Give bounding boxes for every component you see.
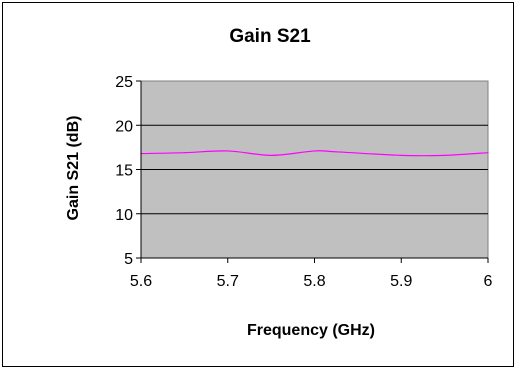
gridlines [141, 124, 488, 215]
y-tick-label: 15 [115, 163, 133, 180]
x-tick-labels: 5.6 5.7 5.8 5.9 6 [130, 257, 493, 290]
x-tick-label: 5.8 [303, 273, 325, 290]
x-tick-label: 5.6 [130, 273, 152, 290]
x-tick-label: 6 [484, 273, 493, 290]
x-tick-label: 5.7 [217, 273, 239, 290]
data-point [335, 151, 337, 153]
y-tick-label: 5 [124, 251, 133, 268]
y-tick-label: 20 [115, 118, 133, 135]
data-point [313, 150, 316, 152]
y-tick-labels: 25 20 15 10 5 [115, 74, 142, 268]
x-axis-label: Frequency (GHz) [247, 322, 375, 339]
y-tick-label: 25 [115, 74, 133, 91]
data-point [487, 152, 489, 154]
chart-title: Gain S21 [229, 26, 311, 47]
data-point [270, 154, 272, 156]
y-tick-label: 10 [115, 207, 133, 224]
y-axis-label: Gain S21 (dB) [65, 116, 82, 221]
x-tick-label: 5.9 [390, 273, 412, 290]
data-point [227, 150, 229, 152]
data-point [400, 154, 402, 156]
data-point [183, 152, 185, 154]
data-point [444, 154, 446, 156]
